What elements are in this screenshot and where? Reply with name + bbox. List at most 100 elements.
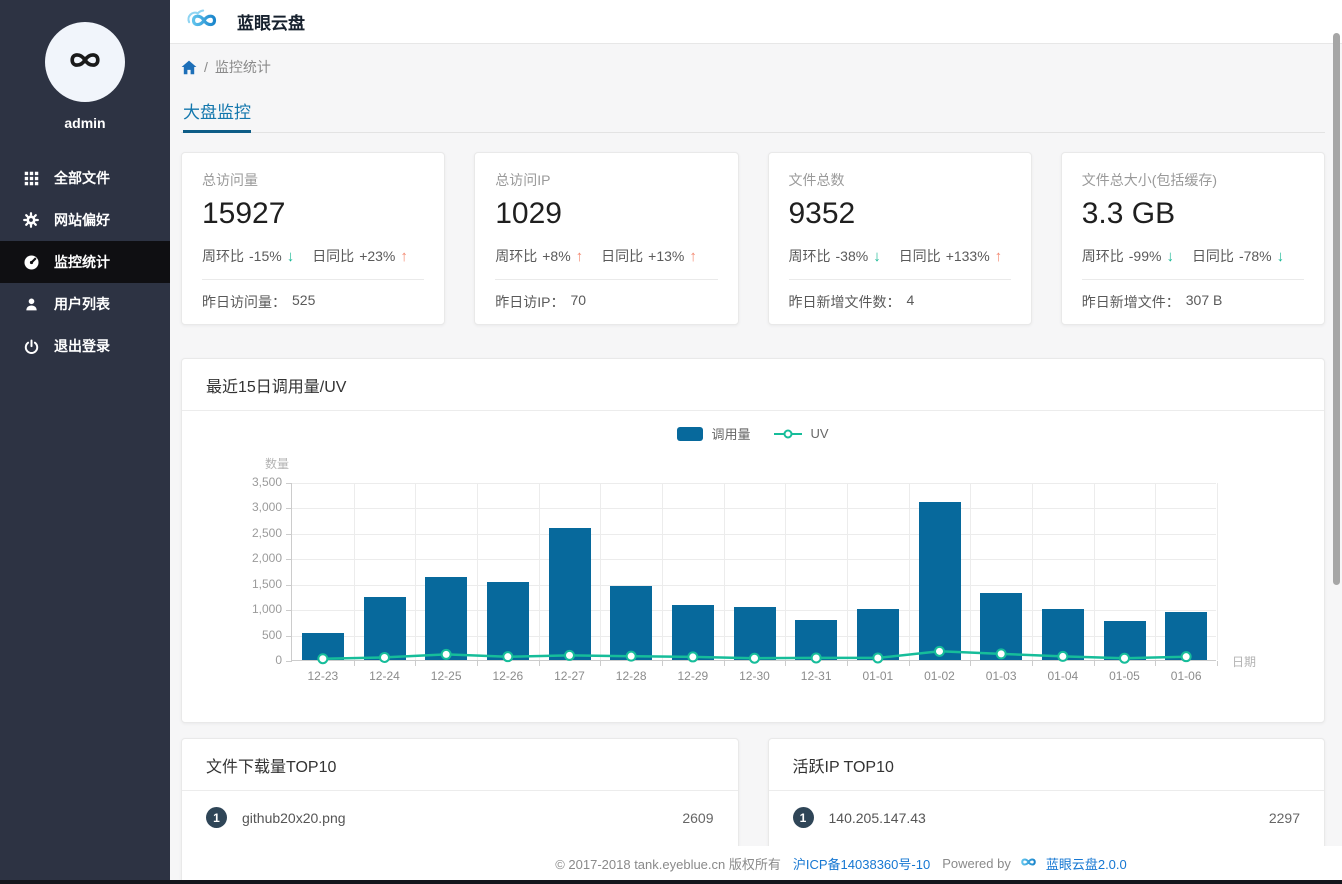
sidebar-item-label: 用户列表 <box>54 296 110 312</box>
trend-row: 周环比 +8% ↑ 日同比 +13% ↑ <box>495 246 717 266</box>
x-axis-tick <box>785 661 787 666</box>
uv-point <box>749 652 760 664</box>
grid-line-vertical <box>600 483 602 660</box>
avatar[interactable] <box>45 22 125 102</box>
legend-label: UV <box>810 426 829 441</box>
chart-legend: 调用量 UV <box>182 424 1324 443</box>
x-tick-label: 12-27 <box>554 669 585 683</box>
x-tick-label: 12-31 <box>800 669 832 683</box>
trend-row: 周环比 -38% ↓ 日同比 +133% ↑ <box>789 246 1011 266</box>
scrollbar-thumb[interactable] <box>1333 33 1340 585</box>
tab-dashboard-monitor[interactable]: 大盘监控 <box>183 98 251 133</box>
stat-label: 总访问IP <box>495 172 551 188</box>
sidebar-nav: 全部文件 网站偏好 <box>0 157 170 367</box>
x-axis-tick <box>538 661 540 666</box>
y-axis-tick <box>286 661 292 662</box>
grid-line-vertical <box>538 483 540 660</box>
x-tick-label: 12-24 <box>369 669 400 683</box>
grid-line-vertical <box>1032 483 1033 660</box>
x-axis-tick <box>1217 661 1218 666</box>
sidebar-item-all-files[interactable]: 全部文件 <box>0 157 170 199</box>
window-bottom-edge <box>0 880 1342 884</box>
x-tick-label: 01-04 <box>1047 669 1079 683</box>
panel-title: 文件下载量TOP10 <box>182 739 738 791</box>
grid-line-horizontal <box>292 584 1216 586</box>
grid-line-horizontal <box>292 533 1216 535</box>
trend-label: 日同比 <box>312 248 355 264</box>
infinity-logo-dark-icon <box>59 44 111 81</box>
stat-footer-value: 4 <box>906 292 915 308</box>
grid-line-vertical <box>970 483 972 660</box>
bar-calls <box>671 604 714 660</box>
arrow-down-icon: ↓ <box>1276 247 1285 265</box>
sidebar-item-monitoring[interactable]: 监控统计 <box>0 241 170 283</box>
arrow-down-icon: ↓ <box>1166 247 1174 265</box>
power-icon <box>22 339 40 354</box>
x-tick-label: 12-25 <box>430 669 462 683</box>
line-series-marker <box>774 429 803 438</box>
grid-line-vertical <box>353 483 355 660</box>
bar-calls <box>425 576 468 660</box>
gauge-icon <box>22 254 40 271</box>
brand-link[interactable]: 蓝眼云盘 <box>183 6 305 38</box>
arrow-down-icon: ↓ <box>873 247 881 265</box>
stat-cards-row: 总访问量 15927 周环比 -15% ↓ 日同比 +23% ↑ <box>181 152 1325 325</box>
stat-footer-label: 昨日新增文件数： <box>788 294 901 310</box>
divider <box>495 279 718 280</box>
trend-value: -38% <box>835 248 869 264</box>
sidebar-item-label: 网站偏好 <box>54 212 110 228</box>
trend-value: -15% <box>249 248 282 264</box>
arrow-up-icon: ↑ <box>575 247 584 265</box>
trend-value: -99% <box>1128 248 1162 264</box>
trend-value: -78% <box>1238 248 1272 264</box>
trend-value: +8% <box>542 248 571 264</box>
x-tick-label: 01-03 <box>985 669 1017 683</box>
x-axis-tick <box>1093 661 1095 666</box>
divider <box>788 279 1011 280</box>
icp-link[interactable]: 沪ICP备14038360号-10 <box>792 856 931 872</box>
stat-value: 1029 <box>495 197 562 230</box>
list-item: 1 github20x20.png 2609 <box>182 791 738 844</box>
chart-panel: 最近15日调用量/UV 调用量 UV <box>181 358 1325 723</box>
trend-label: 日同比 <box>898 248 941 264</box>
y-axis-tick <box>286 483 292 484</box>
arrow-up-icon: ↑ <box>994 247 1003 265</box>
y-axis-tick <box>286 533 292 535</box>
grid-line-vertical <box>908 483 910 660</box>
x-axis-tick <box>908 661 910 666</box>
chart-plot-area: 0 500 1,000 1,500 2,000 2,500 3,000 3,500 12-23 1… <box>252 475 1218 683</box>
legend-item-uv[interactable]: UV <box>774 426 829 441</box>
stat-card-total-size: 文件总大小(包括缓存) 3.3 GB 周环比 -99% ↓ 日同比 -78% ↓ <box>1060 152 1325 325</box>
grid-line-vertical <box>785 483 787 660</box>
y-tick-label: 1,000 <box>251 602 282 617</box>
breadcrumb: / 监控统计 <box>181 57 1325 77</box>
sidebar-item-users[interactable]: 用户列表 <box>0 283 170 325</box>
sidebar-item-preferences[interactable]: 网站偏好 <box>0 199 170 241</box>
x-tick-label: 01-02 <box>924 669 955 683</box>
product-link[interactable]: 蓝眼云盘2.0.0 <box>1045 856 1127 872</box>
trend-week: 周环比 -15% ↓ <box>202 246 294 266</box>
stat-label: 总访问量 <box>202 172 258 188</box>
breadcrumb-separator: / <box>204 59 208 75</box>
legend-item-calls[interactable]: 调用量 <box>677 424 750 443</box>
x-tick-label: 01-06 <box>1170 669 1202 683</box>
grid-line-vertical <box>723 483 725 660</box>
divider <box>202 279 425 280</box>
trend-day: 日同比 +13% ↑ <box>601 246 697 266</box>
x-axis-tick <box>353 661 355 666</box>
y-tick-label: 3,500 <box>251 475 282 489</box>
stat-card-total-ips: 总访问IP 1029 周环比 +8% ↑ 日同比 +13% ↑ <box>474 152 739 325</box>
x-tick-label: 12-30 <box>739 669 770 683</box>
uv-point <box>810 652 822 664</box>
y-tick-label: 0 <box>275 653 282 667</box>
bar-calls <box>486 582 529 660</box>
app-title: 蓝眼云盘 <box>237 14 305 33</box>
grid-line-vertical <box>1155 483 1157 660</box>
home-icon[interactable] <box>181 60 197 75</box>
stat-card-total-files: 文件总数 9352 周环比 -38% ↓ 日同比 +133% ↑ <box>767 152 1032 325</box>
trend-week: 周环比 +8% ↑ <box>495 246 583 266</box>
sidebar-item-logout[interactable]: 退出登录 <box>0 325 170 367</box>
uv-point <box>687 651 699 663</box>
legend-label: 调用量 <box>711 427 751 442</box>
